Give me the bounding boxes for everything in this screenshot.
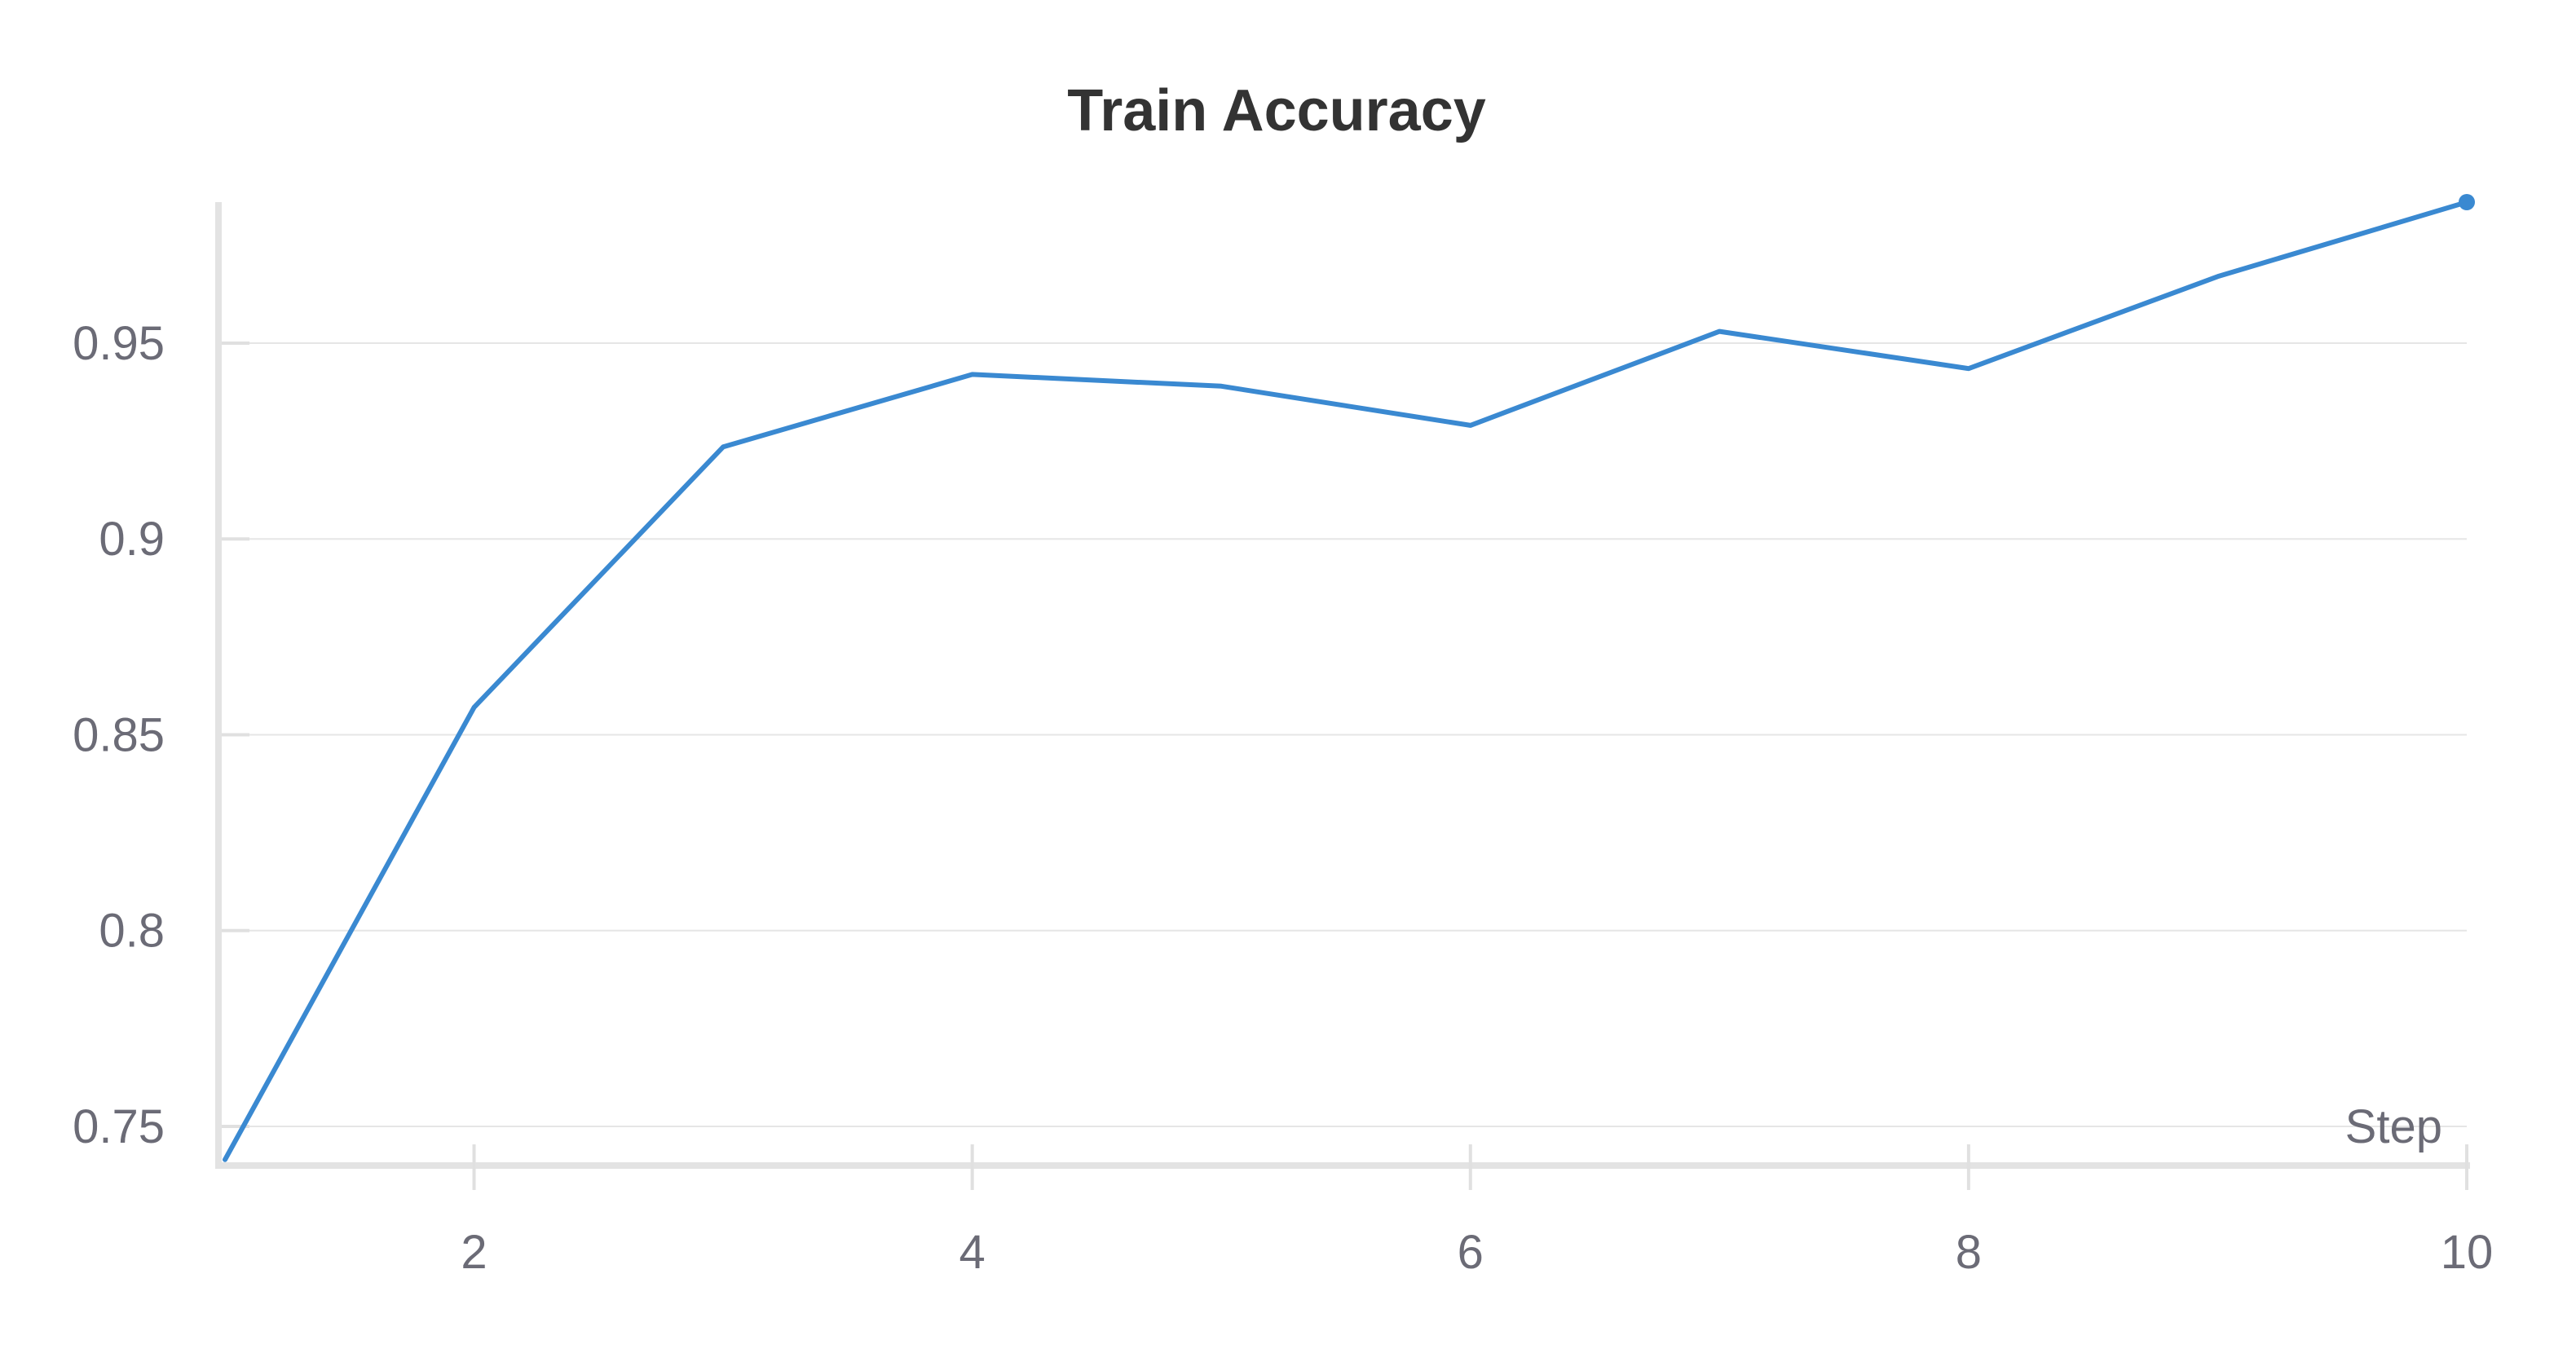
x-tick-label: 10	[2441, 1226, 2494, 1279]
x-tick-label: 2	[461, 1226, 487, 1279]
x-tick-label: 4	[959, 1226, 986, 1279]
axes	[215, 202, 2470, 1169]
y-tick-label: 0.75	[73, 1100, 165, 1153]
y-tick-label: 0.8	[99, 905, 165, 958]
x-tick-label: 8	[1956, 1226, 1982, 1279]
y-tick-label: 0.95	[73, 317, 165, 370]
data-point	[2459, 194, 2475, 210]
series-layer	[223, 194, 2475, 1162]
y-tick-label: 0.85	[73, 708, 165, 761]
grid-lines	[225, 342, 2467, 1127]
x-axis-label: Step	[2345, 1100, 2442, 1153]
x-axis-ticks: 2 4 6 8 10	[461, 1144, 2493, 1279]
y-axis-ticks: 0.75 0.8 0.85 0.9 0.95	[73, 317, 249, 1153]
series-line	[223, 200, 2469, 1162]
chart-title: Train Accuracy	[1067, 78, 1486, 143]
x-tick-label: 6	[1458, 1226, 1484, 1279]
y-tick-label: 0.9	[99, 513, 165, 566]
